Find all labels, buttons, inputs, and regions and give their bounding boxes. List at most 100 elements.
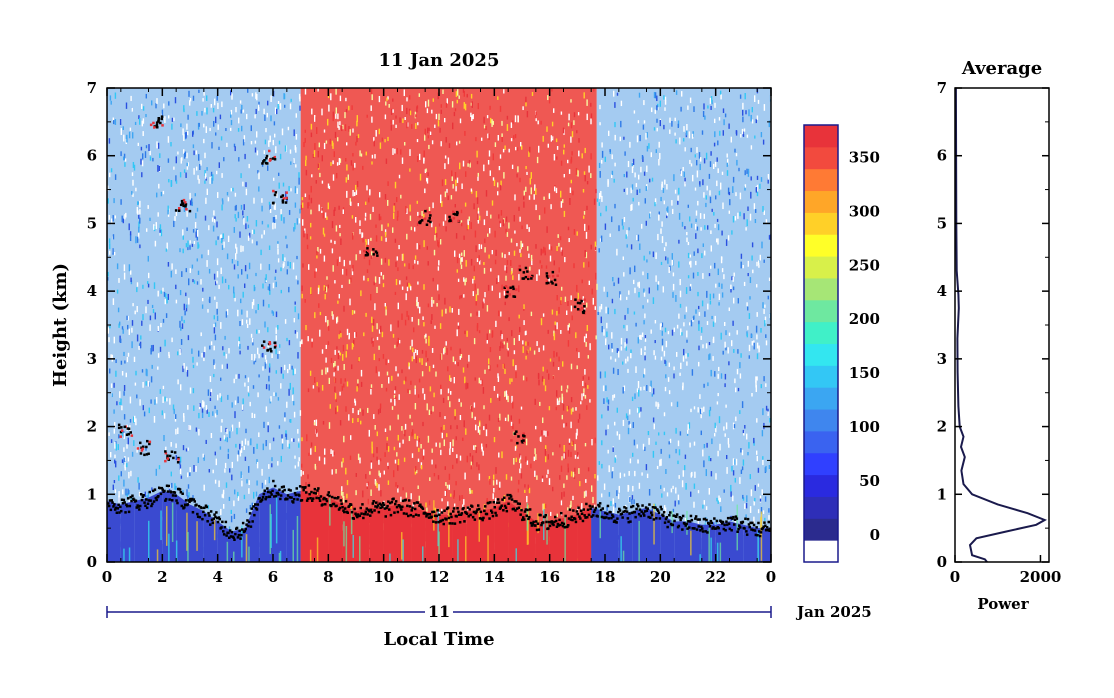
- speckle: [490, 268, 492, 272]
- speckle: [756, 353, 759, 360]
- speckle: [694, 471, 696, 478]
- speckle: [641, 472, 643, 476]
- speckle: [228, 348, 230, 354]
- speckle: [689, 261, 691, 265]
- speckle: [418, 93, 420, 97]
- speckle: [217, 236, 219, 240]
- boundary-layer-marker: [308, 492, 311, 496]
- speckle: [600, 191, 602, 198]
- speckle: [613, 178, 615, 183]
- speckle: [365, 474, 367, 479]
- speckle: [450, 346, 452, 351]
- speckle: [404, 142, 406, 146]
- speckle: [506, 342, 509, 349]
- speckle: [183, 303, 185, 311]
- speckle: [481, 379, 483, 386]
- speckle: [359, 250, 361, 254]
- speckle: [677, 123, 679, 128]
- boundary-layer-marker: [148, 490, 151, 494]
- speckle: [316, 127, 318, 134]
- speckle: [397, 267, 399, 272]
- speckle: [671, 329, 674, 336]
- speckle: [742, 429, 745, 434]
- speckle: [431, 448, 433, 453]
- boundary-layer-marker: [669, 511, 672, 514]
- speckle: [520, 240, 522, 248]
- speckle: [196, 236, 198, 241]
- boundary-layer-marker: [198, 515, 202, 519]
- boundary-layer-marker: [417, 514, 420, 517]
- boundary-layer-marker: [147, 499, 151, 502]
- boundary-layer-marker: [635, 507, 638, 511]
- speckle: [715, 473, 717, 480]
- speckle: [423, 214, 425, 218]
- speckle: [213, 218, 216, 223]
- speckle: [182, 128, 184, 136]
- speckle: [525, 96, 527, 103]
- speckle: [653, 92, 656, 99]
- speckle: [572, 471, 575, 478]
- speckle: [417, 318, 420, 326]
- speckle: [500, 330, 502, 336]
- speckle: [134, 310, 136, 315]
- speckle: [623, 324, 625, 329]
- speckle: [231, 461, 233, 468]
- speckle: [483, 262, 485, 266]
- speckle: [187, 472, 189, 478]
- speckle: [588, 280, 590, 286]
- speckle: [479, 260, 481, 265]
- boundary-layer-marker: [681, 528, 684, 531]
- speckle: [734, 477, 736, 483]
- boundary-layer-marker: [481, 518, 484, 522]
- speckle: [401, 426, 403, 431]
- speckle: [278, 140, 281, 145]
- speckle: [578, 138, 580, 143]
- speckle: [255, 310, 257, 314]
- boundary-layer-marker: [593, 508, 597, 512]
- speckle: [173, 166, 175, 170]
- speckle: [162, 385, 165, 390]
- speckle: [195, 150, 198, 155]
- boundary-layer-marker: [680, 516, 683, 520]
- speckle: [569, 187, 572, 193]
- speckle: [620, 100, 623, 107]
- speckle: [502, 219, 504, 227]
- speckle: [188, 425, 190, 431]
- speckle: [744, 93, 746, 100]
- speckle: [337, 300, 339, 304]
- speckle: [637, 120, 640, 124]
- speckle: [430, 320, 432, 324]
- speckle: [194, 193, 196, 197]
- speckle: [147, 281, 149, 285]
- speckle: [400, 496, 402, 502]
- speckle: [732, 286, 735, 291]
- speckle: [633, 279, 635, 285]
- speckle: [474, 283, 476, 291]
- speckle: [707, 382, 709, 387]
- speckle: [303, 230, 305, 238]
- boundary-layer-marker: [651, 506, 655, 509]
- speckle: [368, 197, 370, 203]
- speckle: [339, 121, 341, 126]
- speckle: [508, 251, 510, 256]
- speckle: [319, 311, 322, 316]
- boundary-layer-streak: [671, 510, 673, 534]
- speckle: [137, 477, 139, 483]
- speckle: [547, 95, 549, 101]
- speckle: [462, 367, 465, 373]
- speckle: [628, 227, 630, 231]
- speckle: [560, 201, 563, 208]
- speckle: [583, 211, 586, 215]
- speckle: [111, 218, 113, 225]
- boundary-layer-marker: [244, 527, 247, 531]
- speckle: [762, 302, 764, 309]
- speckle: [268, 283, 271, 291]
- speckle: [196, 166, 198, 171]
- boundary-layer-marker: [175, 499, 178, 502]
- speckle: [122, 126, 124, 130]
- speckle: [183, 152, 186, 159]
- speckle: [544, 385, 547, 392]
- speckle: [461, 183, 463, 190]
- speckle: [689, 286, 691, 291]
- speckle: [742, 497, 745, 501]
